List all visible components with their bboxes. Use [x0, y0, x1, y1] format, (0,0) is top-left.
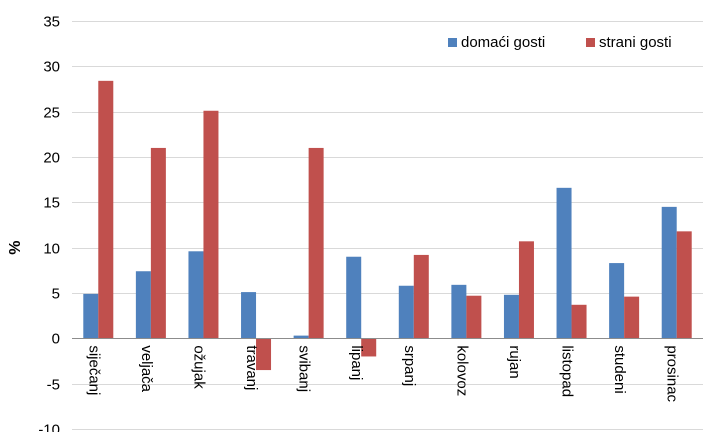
legend-swatch — [448, 38, 457, 47]
bar — [188, 251, 204, 339]
bar — [83, 293, 99, 339]
bar — [676, 231, 692, 339]
gridlines — [72, 21, 703, 430]
x-category-label: siječanj — [85, 345, 102, 395]
x-category-label: srpanj — [401, 345, 418, 386]
bar — [256, 338, 272, 371]
y-tick-label: 0 — [52, 331, 60, 348]
bar — [609, 263, 625, 339]
x-category-label: veljača — [138, 345, 155, 392]
bar — [466, 295, 482, 339]
x-category-label: rujan — [506, 345, 523, 378]
x-category-label: prosinac — [664, 345, 681, 402]
bar — [413, 254, 429, 339]
bar — [203, 110, 219, 339]
y-tick-label: 30 — [43, 59, 60, 76]
bar — [135, 271, 151, 339]
x-category-label: travanj — [243, 345, 260, 390]
y-axis-ticks: -10 -5 0 5 10 15 20 25 30 35 — [38, 14, 60, 432]
bar — [346, 256, 362, 339]
bar — [398, 285, 414, 339]
x-axis-categories: siječanj veljača ožujak travanj svibanj lipan… — [85, 345, 680, 402]
y-axis-label: % — [7, 241, 24, 255]
x-category-label: studeni — [611, 345, 628, 393]
x-category-label: listopad — [559, 345, 576, 397]
y-tick-label: -5 — [47, 377, 60, 394]
legend-label: strani gosti — [599, 34, 672, 51]
legend-label: domaći gosti — [461, 34, 545, 51]
y-tick-label: -10 — [38, 422, 60, 432]
y-tick-label: 5 — [52, 286, 60, 303]
bar — [241, 292, 257, 339]
x-category-label: kolovoz — [453, 345, 470, 396]
bar — [150, 147, 166, 339]
bars — [83, 80, 692, 371]
bar — [293, 335, 309, 339]
x-category-label: lipanj — [348, 345, 365, 380]
x-category-label: svibanj — [296, 345, 313, 392]
y-tick-label: 25 — [43, 105, 60, 122]
bar — [571, 304, 587, 339]
bar — [98, 80, 114, 339]
legend: domaći gosti strani gosti — [448, 34, 672, 51]
bar — [661, 206, 677, 339]
bar — [624, 296, 640, 339]
x-category-label: ožujak — [190, 345, 207, 389]
bar — [451, 284, 467, 339]
y-tick-label: 15 — [43, 195, 60, 212]
y-tick-label: 35 — [43, 14, 60, 31]
bar — [503, 294, 519, 339]
y-tick-label: 10 — [43, 241, 60, 258]
bar — [308, 147, 324, 339]
bar — [361, 338, 377, 357]
legend-swatch — [586, 38, 595, 47]
bar — [518, 241, 534, 339]
bar — [556, 187, 572, 339]
y-tick-label: 20 — [43, 150, 60, 167]
